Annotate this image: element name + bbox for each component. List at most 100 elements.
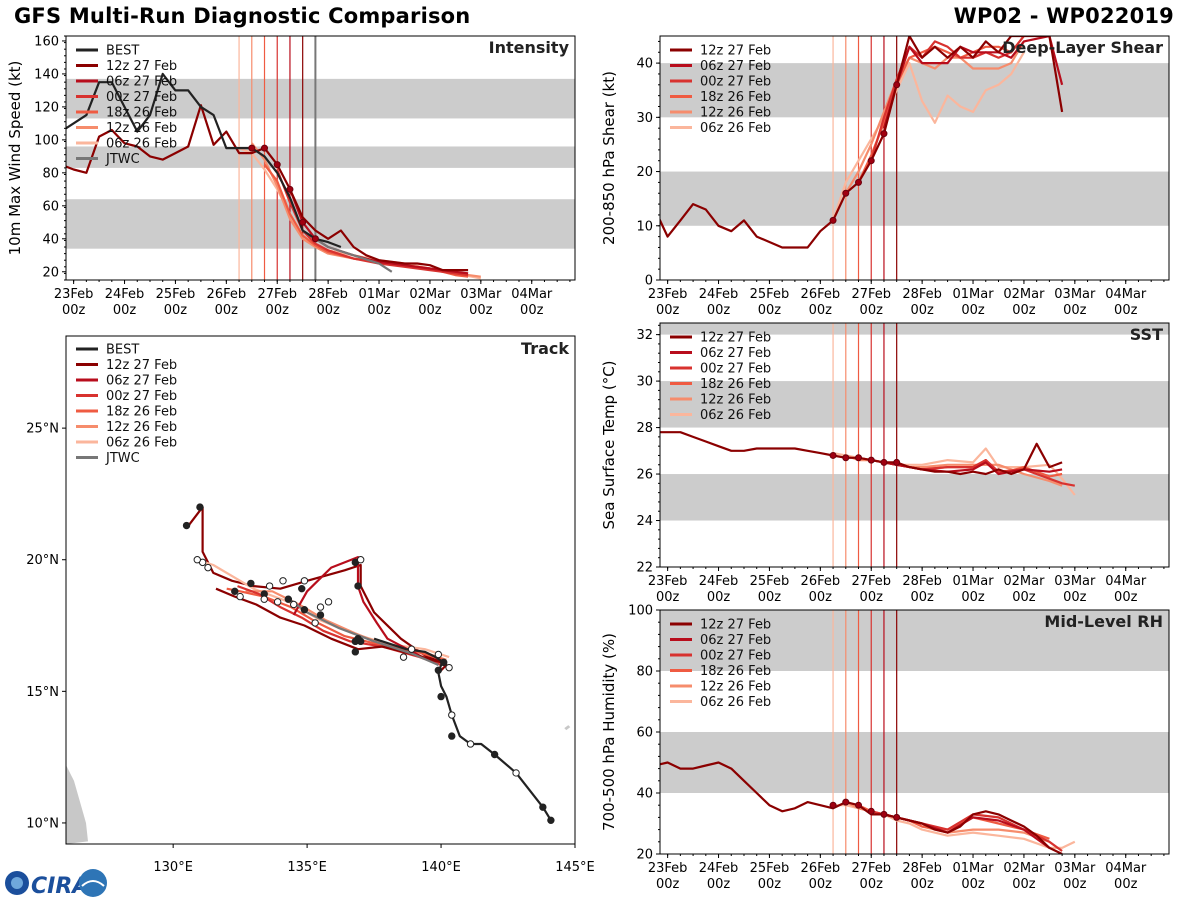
shear-xtick-label: 26Feb 00z [801,287,841,318]
intensity-xtick-label: 04Mar 00z [511,287,553,318]
track-marker-filled [316,611,325,619]
rh-xtick-label-hour: 00z [707,877,731,892]
rh-panel-title: Mid-Level RH [1044,612,1163,631]
intensity-marker-point [311,235,319,243]
rh-xtick-label-date: 24Feb [699,861,739,876]
intensity-legend-label-06z-26-feb: 06z 26 Feb [106,137,177,152]
track-marker-filled [300,606,309,614]
intensity-xtick-label-date: 01Mar [358,287,400,302]
figure-title: GFS Multi-Run Diagnostic Comparison [14,4,471,28]
intensity-xtick-label-date: 25Feb [156,287,196,302]
intensity-xtick-label: 27Feb 00z [257,287,297,318]
intensity-xtick-label-date: 24Feb [105,287,145,302]
rh-legend-label-12z-26-feb: 12z 26 Feb [700,680,771,695]
sst-ytick-label: 28 [636,421,653,436]
shear-xtick-label-date: 23Feb [648,287,688,302]
shear-panel-title: Deep-Layer Shear [1002,38,1163,57]
track-marker-open [236,592,244,601]
intensity-xtick-label-date: 04Mar [511,287,553,302]
track-panel-title: Track [521,339,569,358]
track-xtick-label: 140°E [421,860,461,875]
sst-xtick-label: 23Feb 00z [648,574,688,605]
sst-legend-label-12z-26-feb: 12z 26 Feb [700,393,771,408]
track-marker-filled [437,692,445,701]
rh-xtick-label: 25Feb 00z [750,861,790,892]
rh-ytick-label: 100 [628,604,653,619]
track-marker-open [434,650,443,659]
sst-xtick-label-hour: 00z [758,590,782,605]
shear-axes-frame [659,35,1170,281]
sst-axes-frame [659,322,1170,568]
rh-marker-point [855,801,863,809]
rh-xtick-label: 03Mar 00z [1054,861,1096,892]
rh-xtick-label-hour: 00z [656,877,680,892]
track-marker-open [204,563,212,572]
track-legend-label-12z-27-feb: 12z 27 Feb [106,358,177,373]
intensity-xtick-label-hour: 00z [164,303,188,318]
shear-xtick-label-date: 28Feb [902,287,942,302]
sst-legend-label-06z-27-feb: 06z 27 Feb [700,346,771,361]
track-marker-open [399,653,408,661]
sst-ytick-label: 26 [636,468,653,483]
intensity-xtick-label-date: 03Mar [460,287,502,302]
track-legend-label-jtwc: JTWC [105,451,140,466]
sst-xtick-label: 01Mar 00z [952,574,994,605]
shear-xtick-label-date: 04Mar [1105,287,1147,302]
rh-xtick-label-hour: 00z [1063,877,1087,892]
intensity-xtick-label-hour: 00z [62,303,86,318]
rh-xtick-label-date: 01Mar [952,861,994,876]
track-series-12z-27-feb [215,587,442,664]
rh-xtick-label-hour: 00z [961,877,985,892]
rh-xtick-label-date: 03Mar [1054,861,1096,876]
rh-ytick-label: 40 [636,787,653,802]
sst-xtick-label-date: 26Feb [801,574,841,589]
sst-marker-point [867,456,875,464]
track-ytick-label: 20°N [26,553,59,568]
intensity-xtick-label-date: 27Feb [257,287,297,302]
track-series-best [373,637,552,821]
track-marker-open [279,577,287,585]
rh-shade-band [660,610,1169,671]
intensity-xtick-label-hour: 00z [266,303,290,318]
intensity-xtick-label: 24Feb 00z [105,287,145,318]
shear-series-12z-26-feb [844,40,1025,194]
shear-xtick-label-date: 01Mar [952,287,994,302]
rh-marker-point [880,810,888,818]
track-marker-open [356,556,365,564]
track-ytick-label: 25°N [26,422,59,437]
shear-xtick-label: 02Mar 00z [1003,287,1045,318]
rh-xtick-label-hour: 00z [809,877,833,892]
intensity-xtick-label-date: 28Feb [308,287,348,302]
sst-xtick-label-hour: 00z [1114,590,1138,605]
intensity-ytick-label: 80 [42,166,59,181]
track-series-06z-27-feb [292,555,444,664]
shear-shade-band [660,171,1169,226]
sst-xtick-label-hour: 00z [910,590,934,605]
sst-xtick-label-date: 01Mar [952,574,994,589]
track-xtick-label: 130°E [153,860,193,875]
shear-marker-point [842,189,850,197]
rh-xtick-label: 02Mar 00z [1003,861,1045,892]
shear-marker-point [880,130,888,138]
shear-xtick-label-hour: 00z [1063,303,1087,318]
track-marker-open [448,711,456,719]
sst-marker-point [855,454,863,462]
land-guam [564,725,571,731]
rh-xtick-label: 27Feb 00z [851,861,891,892]
intensity-xtick-label-date: 02Mar [409,287,451,302]
track-marker-filled [354,582,362,590]
shear-xtick-label-hour: 00z [1012,303,1036,318]
sst-shade-band [660,381,1169,428]
rh-series-18z-26-feb [858,804,1050,840]
rh-xtick-label-date: 23Feb [648,861,688,876]
shear-xtick-label: 27Feb 00z [851,287,891,318]
track-marker-open [300,577,309,585]
track-marker-filled [247,579,255,588]
sst-xtick-label: 25Feb 00z [750,574,790,605]
rh-legend-label-00z-27-feb: 00z 27 Feb [700,649,771,664]
shear-xtick-label: 28Feb 00z [902,287,942,318]
sst-legend-label-00z-27-feb: 00z 27 Feb [700,362,771,377]
shear-ytick-label: 20 [636,165,653,180]
shear-xtick-label-date: 27Feb [851,287,891,302]
